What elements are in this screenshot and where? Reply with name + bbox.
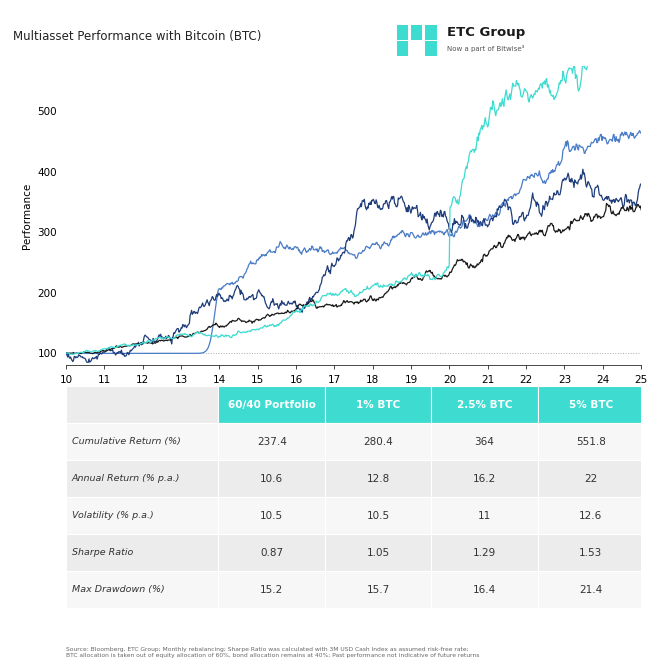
Text: 237.4: 237.4 <box>256 437 287 447</box>
Text: 1.29: 1.29 <box>473 548 496 558</box>
FancyBboxPatch shape <box>431 497 537 534</box>
Text: 551.8: 551.8 <box>576 437 605 447</box>
Text: Max Drawdown (%): Max Drawdown (%) <box>72 585 165 594</box>
Text: 12.6: 12.6 <box>579 511 602 521</box>
FancyBboxPatch shape <box>397 24 408 40</box>
Text: 10.5: 10.5 <box>260 511 284 521</box>
Text: 364: 364 <box>475 437 494 447</box>
FancyBboxPatch shape <box>537 386 644 423</box>
Text: 1.05: 1.05 <box>366 548 389 558</box>
FancyBboxPatch shape <box>325 534 431 571</box>
FancyBboxPatch shape <box>431 460 537 497</box>
FancyBboxPatch shape <box>219 423 325 460</box>
FancyBboxPatch shape <box>219 386 325 423</box>
Text: Cumulative Return (%): Cumulative Return (%) <box>72 438 180 446</box>
FancyBboxPatch shape <box>411 24 422 40</box>
Text: 1.53: 1.53 <box>579 548 602 558</box>
Text: 1% BTC: 1% BTC <box>356 400 400 410</box>
FancyBboxPatch shape <box>537 534 644 571</box>
Text: 5% BTC: 5% BTC <box>568 400 613 410</box>
FancyBboxPatch shape <box>537 497 644 534</box>
Text: 22: 22 <box>584 474 598 484</box>
FancyBboxPatch shape <box>66 386 219 423</box>
Text: 280.4: 280.4 <box>363 437 393 447</box>
Text: 10.5: 10.5 <box>366 511 389 521</box>
FancyBboxPatch shape <box>431 386 537 423</box>
Text: ETC Group: ETC Group <box>447 26 525 40</box>
FancyBboxPatch shape <box>431 423 537 460</box>
Text: 2.5% BTC: 2.5% BTC <box>457 400 512 410</box>
Text: Multiasset Performance with Bitcoin (BTC): Multiasset Performance with Bitcoin (BTC… <box>13 30 262 43</box>
FancyBboxPatch shape <box>66 534 219 571</box>
Text: 15.2: 15.2 <box>260 584 284 595</box>
FancyBboxPatch shape <box>425 41 436 56</box>
Text: 21.4: 21.4 <box>579 584 602 595</box>
FancyBboxPatch shape <box>325 423 431 460</box>
FancyBboxPatch shape <box>219 460 325 497</box>
Legend: 60/40, 1% BTC, 2.5% BTC, 5% BTC: 60/40, 1% BTC, 2.5% BTC, 5% BTC <box>221 403 486 421</box>
Text: 16.2: 16.2 <box>473 474 496 484</box>
FancyBboxPatch shape <box>537 423 644 460</box>
FancyBboxPatch shape <box>431 534 537 571</box>
FancyBboxPatch shape <box>66 460 219 497</box>
Text: Now a part of Bitwise³: Now a part of Bitwise³ <box>447 44 524 52</box>
FancyBboxPatch shape <box>325 386 431 423</box>
FancyBboxPatch shape <box>397 41 408 56</box>
Text: Sharpe Ratio: Sharpe Ratio <box>72 548 134 557</box>
FancyBboxPatch shape <box>537 571 644 608</box>
Text: 10.6: 10.6 <box>260 474 284 484</box>
FancyBboxPatch shape <box>66 571 219 608</box>
FancyBboxPatch shape <box>219 571 325 608</box>
Text: 11: 11 <box>478 511 491 521</box>
FancyBboxPatch shape <box>325 571 431 608</box>
Text: Source: Bloomberg, ETC Group; Monthly rebalancing; Sharpe Ratio was calculated w: Source: Bloomberg, ETC Group; Monthly re… <box>66 647 479 658</box>
FancyBboxPatch shape <box>325 497 431 534</box>
Y-axis label: Performance: Performance <box>22 182 32 249</box>
FancyBboxPatch shape <box>66 497 219 534</box>
FancyBboxPatch shape <box>219 497 325 534</box>
Text: 0.87: 0.87 <box>260 548 284 558</box>
FancyBboxPatch shape <box>425 24 436 40</box>
FancyBboxPatch shape <box>537 460 644 497</box>
FancyBboxPatch shape <box>431 571 537 608</box>
Text: 15.7: 15.7 <box>366 584 390 595</box>
Text: 16.4: 16.4 <box>473 584 496 595</box>
Text: Volatility (% p.a.): Volatility (% p.a.) <box>72 511 153 520</box>
Text: 60/40 Portfolio: 60/40 Portfolio <box>228 400 315 410</box>
Text: Annual Return (% p.a.): Annual Return (% p.a.) <box>72 474 180 483</box>
FancyBboxPatch shape <box>325 460 431 497</box>
FancyBboxPatch shape <box>219 534 325 571</box>
Text: 12.8: 12.8 <box>366 474 390 484</box>
FancyBboxPatch shape <box>66 423 219 460</box>
